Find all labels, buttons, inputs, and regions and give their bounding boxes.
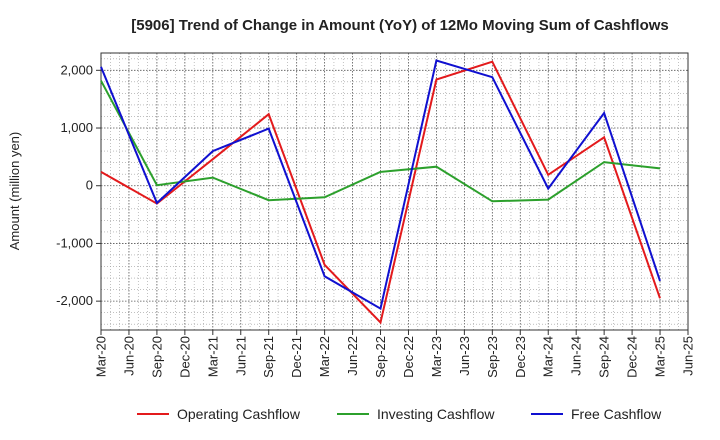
x-tick-label: Sep-23	[485, 336, 500, 378]
y-tick-label: 0	[86, 178, 93, 193]
x-tick-label: Dec-21	[289, 336, 304, 378]
x-tick-label: Dec-24	[625, 336, 640, 378]
x-tick-label: Mar-25	[653, 336, 668, 377]
y-tick-label: -1,000	[56, 235, 93, 250]
x-tick-label: Jun-22	[345, 336, 360, 376]
x-tick-label: Dec-20	[177, 336, 192, 378]
x-tick-label: Mar-22	[317, 336, 332, 377]
x-tick-label: Dec-22	[401, 336, 416, 378]
series-line-investing-cashflow	[100, 80, 661, 203]
axes: 2,000 1,000 0 -1,000 -2,000 Mar-20 Jun-20 Sep-2…	[56, 52, 696, 378]
x-tick-label: Jun-24	[569, 336, 584, 376]
plot-frame	[100, 52, 689, 331]
series-lines	[100, 59, 661, 325]
x-tick-label: Jun-23	[457, 336, 472, 376]
x-tick-label: Jun-25	[681, 336, 696, 376]
x-tick-label: Sep-21	[261, 336, 276, 378]
legend-label-operating-cashflow: Operating Cashflow	[177, 406, 301, 422]
legend-label-investing-cashflow: Investing Cashflow	[377, 406, 495, 422]
grid	[100, 53, 689, 330]
y-tick-label: 1,000	[60, 120, 93, 135]
y-tick-label: -2,000	[56, 293, 93, 308]
series-line-free-cashflow	[100, 59, 661, 311]
x-tick-label: Dec-23	[513, 336, 528, 378]
x-tick-label: Sep-20	[149, 336, 164, 378]
legend-label-free-cashflow: Free Cashflow	[571, 406, 662, 422]
legend: Operating Cashflow Investing Cashflow Free…	[137, 406, 662, 422]
x-tick-label: Mar-21	[205, 336, 220, 377]
y-axis-label: Amount (million yen)	[7, 132, 22, 251]
x-tick-label: Mar-23	[429, 336, 444, 377]
chart-title: [5906] Trend of Change in Amount (YoY) o…	[131, 17, 669, 34]
x-tick-label: Jun-21	[233, 336, 248, 376]
x-tick-label: Jun-20	[121, 336, 136, 376]
x-tick-label: Mar-20	[94, 336, 109, 377]
y-tick-label: 2,000	[60, 62, 93, 77]
x-tick-label: Mar-24	[541, 336, 556, 377]
plot-area	[101, 53, 688, 330]
x-tick-label: Sep-24	[597, 336, 612, 378]
x-tick-label: Sep-22	[373, 336, 388, 378]
